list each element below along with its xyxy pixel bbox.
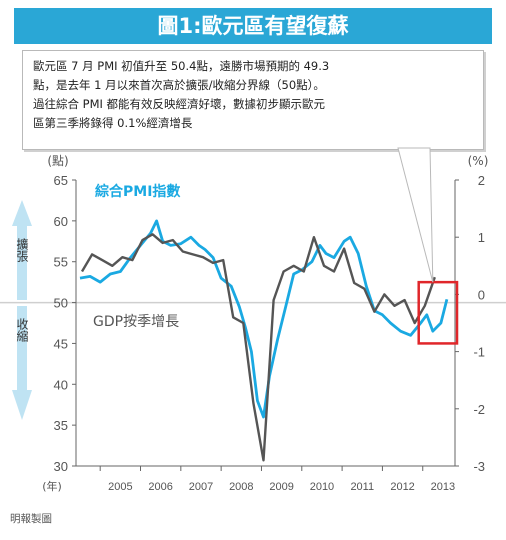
x-tick-label: 2013 <box>431 481 455 493</box>
left-tick-label: 50 <box>54 296 68 311</box>
right-tick-label: -2 <box>473 402 485 417</box>
x-tick-label: 2007 <box>189 481 213 493</box>
expand-arrow-icon <box>12 200 32 300</box>
annotation-box: 歐元區 7 月 PMI 初值升至 50.4點，遠勝市場預期的 49.3 點，是去… <box>22 50 484 150</box>
chart-title-banner: 圖1:歐元區有望復蘇 <box>0 8 506 44</box>
left-tick-label: 40 <box>54 377 68 392</box>
x-tick-label: 2010 <box>310 481 334 493</box>
right-tick-label: -1 <box>473 345 485 360</box>
left-tick-label: 35 <box>54 418 68 433</box>
x-axis-unit: (年) <box>42 479 62 493</box>
pmi-series-label: 綜合PMI指數 <box>95 183 180 200</box>
left-tick-label: 65 <box>54 173 68 188</box>
left-axis-unit: (點) <box>47 154 68 168</box>
gdp-series-line <box>80 233 436 462</box>
left-tick-label: 30 <box>54 459 68 474</box>
chart-title: 圖1:歐元區有望復蘇 <box>157 14 349 38</box>
right-axis-unit: (%) <box>468 154 489 168</box>
annotation-text: 歐元區 7 月 PMI 初值升至 50.4點，遠勝市場預期的 49.3 點，是去… <box>33 59 330 130</box>
contract-label: 收縮 <box>15 318 29 342</box>
expand-label: 擴張 <box>15 237 29 262</box>
right-tick-label: 0 <box>478 287 485 302</box>
x-tick-label: 2009 <box>269 481 293 493</box>
right-tick-label: 1 <box>478 230 485 245</box>
x-tick-label: 2005 <box>108 481 132 493</box>
contract-arrow-icon <box>12 306 32 420</box>
x-tick-label: 2011 <box>350 481 374 493</box>
x-tick-label: 2012 <box>390 481 414 493</box>
left-tick-label: 45 <box>54 336 68 351</box>
callout-pointer <box>397 147 434 283</box>
highlight-box <box>417 280 459 345</box>
credit-text: 明報製圖 <box>10 513 52 525</box>
right-tick-label: -3 <box>473 459 485 474</box>
right-tick-label: 2 <box>478 173 485 188</box>
left-tick-label: 60 <box>54 214 68 229</box>
left-tick-label: 55 <box>54 255 68 270</box>
gdp-series-label: GDP按季增長 <box>93 314 179 330</box>
x-tick-label: 2008 <box>229 481 253 493</box>
x-tick-label: 2006 <box>148 481 172 493</box>
title-bar-background <box>14 8 492 44</box>
